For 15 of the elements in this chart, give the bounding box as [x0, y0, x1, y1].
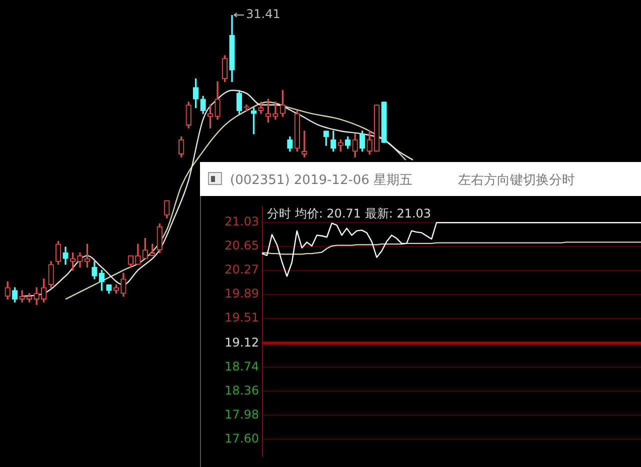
text: 31.41	[246, 7, 280, 22]
y-tick-label: 21.03	[224, 214, 259, 229]
y-tick-label: 18.74	[224, 359, 259, 374]
y-tick-label: 17.60	[224, 431, 259, 446]
y-tick-label: 20.27	[224, 262, 259, 277]
y-tick-label: 17.98	[224, 407, 259, 422]
y-tick-label: 19.12	[224, 335, 259, 350]
y-tick-label: 19.51	[224, 310, 259, 325]
chart-title: (002351) 2019-12-06 星期五	[230, 172, 413, 189]
chart-subtitle: 左右方向键切换分时	[458, 172, 575, 189]
y-tick-label: 20.65	[224, 238, 259, 253]
y-tick-label: 18.36	[224, 383, 259, 398]
candlestick	[272, 102, 278, 120]
y-tick-label: 19.89	[224, 286, 259, 301]
annotation: 分时 均价: 20.71 最新: 21.03	[267, 206, 432, 220]
